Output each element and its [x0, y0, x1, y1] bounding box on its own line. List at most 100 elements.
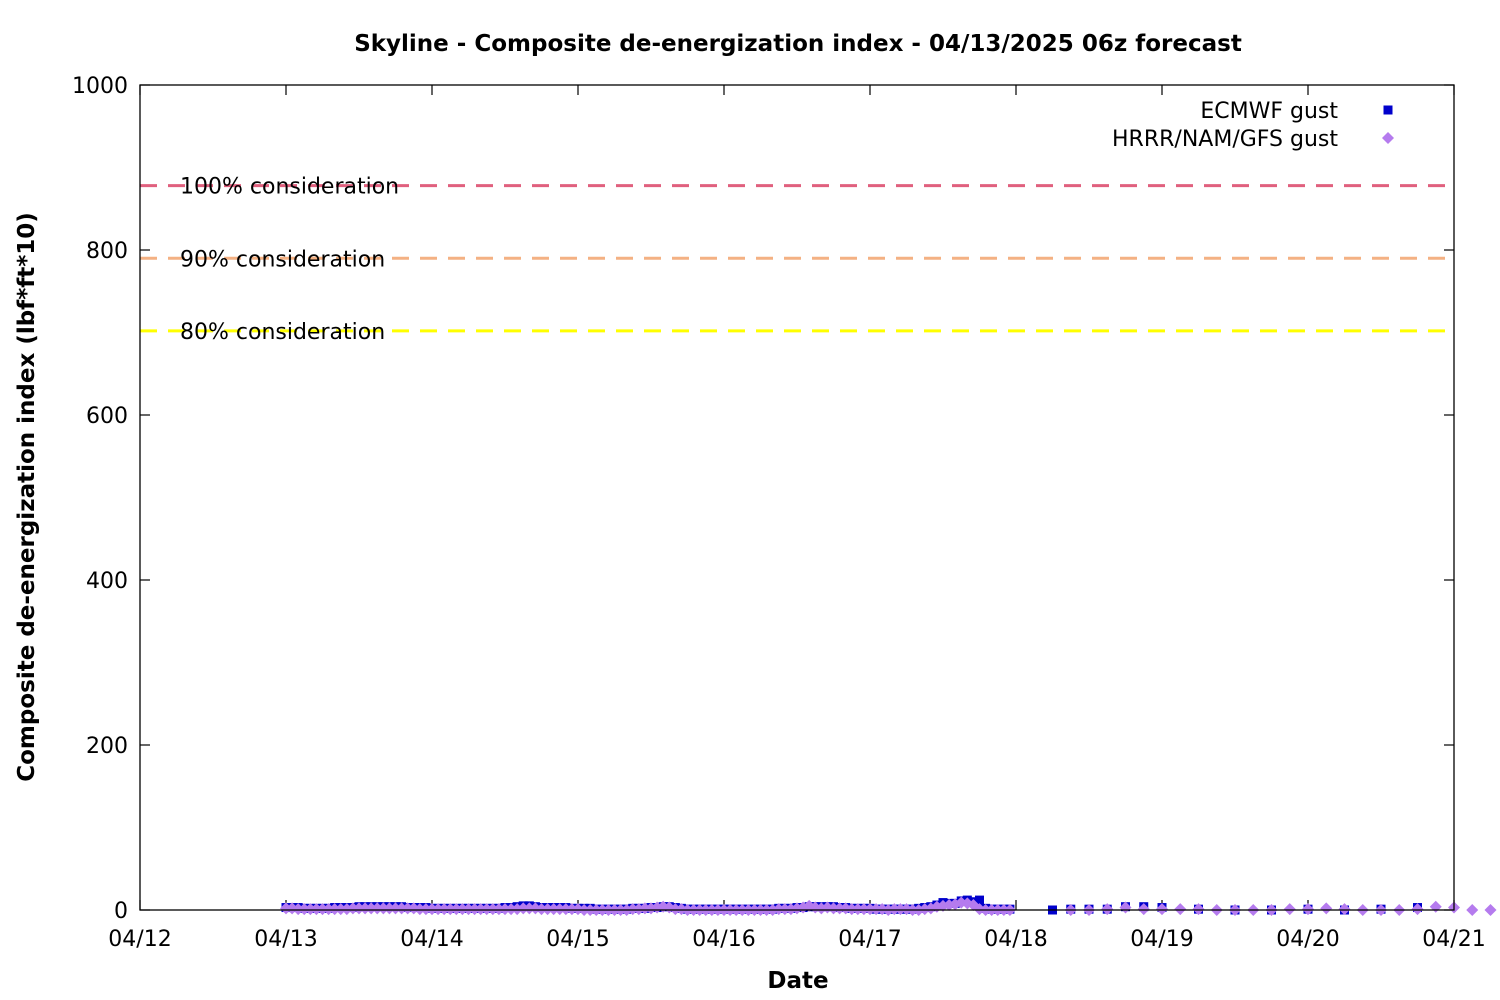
- x-tick-label: 04/17: [838, 927, 901, 952]
- data-point: [1101, 903, 1114, 916]
- y-tick-label: 1000: [72, 74, 128, 99]
- data-point: [565, 903, 578, 916]
- data-point: [870, 903, 883, 916]
- x-tick-label: 04/20: [1276, 927, 1339, 952]
- data-point: [864, 903, 876, 916]
- data-point: [1192, 903, 1205, 916]
- data-point: [547, 903, 560, 916]
- data-point: [523, 902, 536, 915]
- y-axis-label: Composite de-energization index (lbf*ft*…: [14, 212, 40, 782]
- data-point: [505, 903, 518, 916]
- data-point: [1320, 902, 1333, 915]
- data-point: [383, 902, 396, 915]
- y-tick-label: 200: [86, 734, 128, 759]
- data-point: [1466, 904, 1479, 916]
- data-point: [1137, 903, 1150, 916]
- data-point: [377, 902, 390, 915]
- axis-ticks: 04/12 04/13 04/14 04/15 04/16 04/17 04/18 04/19…: [72, 74, 1486, 952]
- legend-label: HRRR/NAM/GFS gust: [1112, 127, 1338, 152]
- x-tick-label: 04/14: [400, 927, 463, 952]
- data-point: [517, 902, 530, 915]
- data-point: [499, 903, 511, 916]
- plot-frame: [139, 84, 1455, 911]
- data-point: [1411, 903, 1424, 916]
- data-point: [346, 902, 359, 915]
- data-point: [426, 903, 438, 916]
- data-point: [474, 903, 487, 916]
- data-point: [371, 902, 384, 915]
- x-tick-label: 04/16: [692, 927, 755, 952]
- data-point: [1302, 903, 1314, 916]
- x-axis-label: Date: [767, 968, 828, 994]
- threshold-label: 80% consideration: [180, 320, 385, 345]
- data-point: [438, 903, 451, 916]
- data-point: [857, 903, 870, 916]
- data-point: [456, 903, 469, 916]
- data-point: [316, 903, 329, 916]
- y-tick-label: 600: [86, 404, 128, 429]
- x-tick-label: 04/21: [1422, 927, 1485, 952]
- data-point: [468, 903, 481, 916]
- y-tick-label: 0: [114, 899, 128, 924]
- data-point: [827, 902, 840, 915]
- data-point: [626, 903, 639, 916]
- data-point: [541, 903, 554, 916]
- data-point: [1174, 903, 1187, 916]
- data-point: [359, 902, 372, 915]
- data-point: [559, 903, 572, 916]
- data-point: [535, 903, 548, 916]
- data-point: [492, 903, 505, 916]
- data-point: [280, 902, 292, 915]
- data-point: [334, 903, 347, 916]
- data-point: [480, 903, 493, 916]
- threshold-label: 90% consideration: [180, 247, 385, 272]
- data-point: [833, 902, 846, 915]
- data-point: [365, 902, 378, 915]
- x-tick-label: 04/19: [1130, 927, 1193, 952]
- data-point: [450, 903, 463, 916]
- data-point: [1283, 903, 1296, 916]
- data-point: [1338, 903, 1351, 916]
- legend-marker: [1383, 105, 1393, 115]
- data-point: [772, 903, 785, 916]
- data-point: [389, 902, 402, 915]
- data-point: [413, 903, 426, 916]
- series-hrrr-nam-gfs-gust: [280, 896, 1497, 916]
- data-point: [298, 903, 311, 916]
- data-point: [975, 895, 984, 905]
- data-point: [638, 902, 651, 915]
- data-point: [401, 902, 414, 915]
- y-tick-label: 400: [86, 569, 128, 594]
- data-point: [888, 903, 901, 916]
- data-points: [280, 895, 1497, 916]
- threshold-lines: 100% consideration 90% consideration 80% c…: [140, 175, 1454, 345]
- data-point: [419, 903, 432, 916]
- y-tick-label: 800: [86, 239, 128, 264]
- data-point: [894, 903, 907, 916]
- legend: ECMWF gust HRRR/NAM/GFS gust: [1112, 99, 1394, 152]
- data-point: [1156, 903, 1168, 916]
- data-point: [432, 903, 445, 916]
- legend-marker: [1382, 132, 1394, 144]
- data-point: [845, 903, 858, 916]
- data-point: [292, 903, 305, 916]
- data-point: [444, 903, 457, 916]
- data-point: [322, 903, 335, 916]
- data-point: [304, 903, 317, 916]
- data-point: [462, 903, 475, 916]
- data-point: [310, 903, 323, 916]
- chart-title: Skyline - Composite de-energization inde…: [354, 31, 1242, 57]
- data-point: [851, 903, 864, 916]
- data-point: [353, 902, 365, 915]
- data-point: [669, 903, 682, 916]
- x-tick-label: 04/12: [108, 927, 171, 952]
- x-tick-label: 04/18: [984, 927, 1047, 952]
- data-point: [1484, 904, 1497, 916]
- data-point: [328, 903, 341, 916]
- data-point: [553, 903, 566, 916]
- x-tick-label: 04/13: [254, 927, 317, 952]
- data-point: [395, 902, 408, 915]
- x-tick-label: 04/15: [546, 927, 609, 952]
